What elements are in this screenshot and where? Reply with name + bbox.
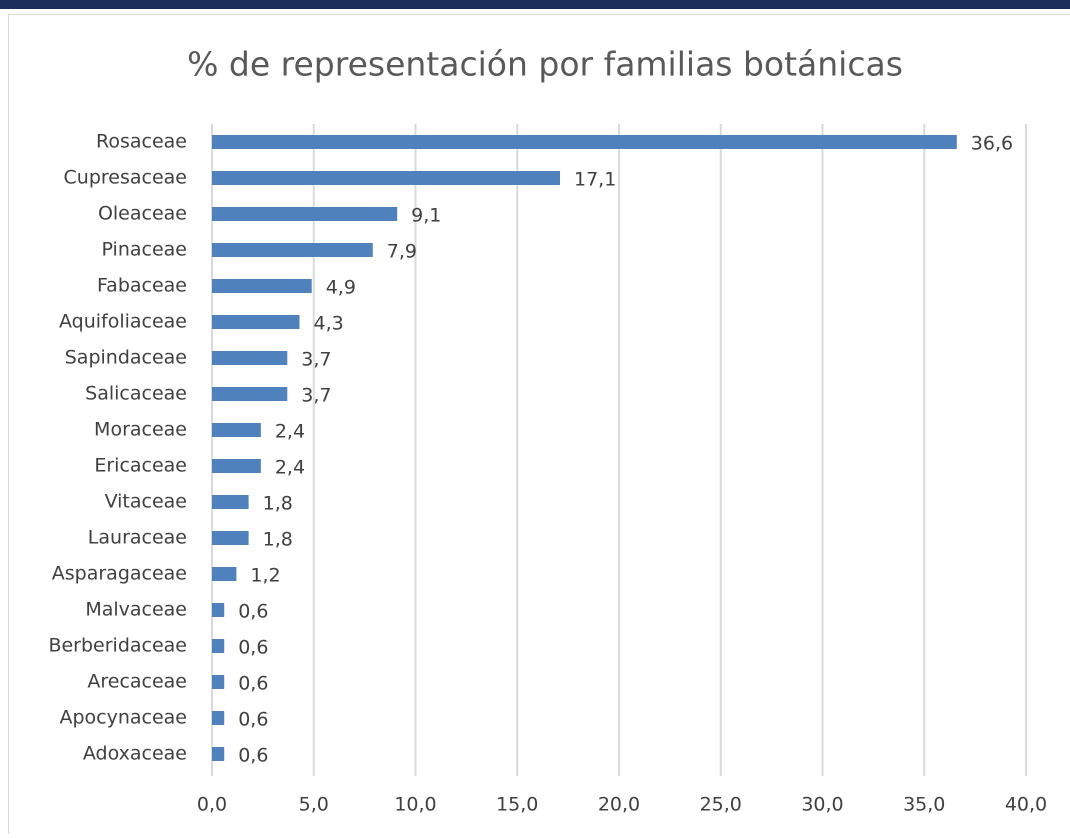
value-label: 3,7 bbox=[301, 349, 331, 371]
y-tick-label: Pinaceae bbox=[102, 239, 187, 261]
bar bbox=[212, 639, 224, 653]
x-tick-label: 15,0 bbox=[496, 794, 538, 816]
bar bbox=[212, 135, 957, 149]
y-tick-label: Berberidaceae bbox=[48, 635, 187, 657]
y-tick-label: Aquifoliaceae bbox=[59, 311, 187, 333]
bar bbox=[212, 387, 287, 401]
bar bbox=[212, 711, 224, 725]
x-tick-label: 25,0 bbox=[700, 794, 742, 816]
y-tick-label: Rosaceae bbox=[96, 131, 187, 153]
bar bbox=[212, 423, 261, 437]
x-tick-label: 0,0 bbox=[197, 794, 227, 816]
y-tick-label: Vitaceae bbox=[105, 491, 187, 513]
y-tick-label: Moraceae bbox=[94, 419, 187, 441]
value-label: 4,9 bbox=[326, 277, 356, 299]
x-tick-label: 35,0 bbox=[903, 794, 945, 816]
y-tick-label: Oleaceae bbox=[98, 203, 187, 225]
x-tick-label: 10,0 bbox=[394, 794, 436, 816]
bar bbox=[212, 459, 261, 473]
bar bbox=[212, 207, 397, 221]
x-tick-label: 5,0 bbox=[299, 794, 329, 816]
bar bbox=[212, 315, 300, 329]
bar bbox=[212, 747, 224, 761]
y-tick-label: Sapindaceae bbox=[65, 347, 187, 369]
y-tick-label: Cupresaceae bbox=[64, 167, 187, 189]
chart-title: % de representación por familias botánic… bbox=[187, 45, 903, 84]
bar bbox=[212, 171, 560, 185]
bar bbox=[212, 495, 249, 509]
bar bbox=[212, 603, 224, 617]
y-tick-label: Ericaceae bbox=[94, 455, 187, 477]
bar bbox=[212, 531, 249, 545]
value-label: 2,4 bbox=[275, 457, 305, 479]
y-tick-label: Arecaceae bbox=[87, 671, 187, 693]
y-tick-label: Apocynaceae bbox=[59, 707, 187, 729]
y-tick-label: Lauraceae bbox=[88, 527, 187, 549]
x-tick-label: 40,0 bbox=[1005, 794, 1047, 816]
x-tick-label: 20,0 bbox=[598, 794, 640, 816]
y-tick-label: Adoxaceae bbox=[83, 743, 187, 765]
top-border bbox=[0, 0, 1070, 9]
value-label: 3,7 bbox=[301, 385, 331, 407]
value-label: 1,2 bbox=[250, 565, 280, 587]
value-label: 7,9 bbox=[387, 241, 417, 263]
bar bbox=[212, 243, 373, 257]
x-tick-label: 30,0 bbox=[801, 794, 843, 816]
bar bbox=[212, 351, 287, 365]
bar bbox=[212, 279, 312, 293]
value-label: 4,3 bbox=[314, 313, 344, 335]
value-label: 0,6 bbox=[238, 637, 268, 659]
value-label: 17,1 bbox=[574, 169, 616, 191]
value-label: 2,4 bbox=[275, 421, 305, 443]
value-label: 1,8 bbox=[263, 529, 293, 551]
value-label: 36,6 bbox=[971, 133, 1013, 155]
value-label: 1,8 bbox=[263, 493, 293, 515]
y-tick-label: Salicaceae bbox=[85, 383, 187, 405]
bar bbox=[212, 675, 224, 689]
value-label: 9,1 bbox=[411, 205, 441, 227]
y-tick-label: Fabaceae bbox=[97, 275, 187, 297]
y-tick-label: Asparagaceae bbox=[52, 563, 187, 585]
value-label: 0,6 bbox=[238, 673, 268, 695]
value-label: 0,6 bbox=[238, 601, 268, 623]
value-label: 0,6 bbox=[238, 745, 268, 767]
y-tick-label: Malvaceae bbox=[85, 599, 187, 621]
value-label: 0,6 bbox=[238, 709, 268, 731]
bar bbox=[212, 567, 236, 581]
